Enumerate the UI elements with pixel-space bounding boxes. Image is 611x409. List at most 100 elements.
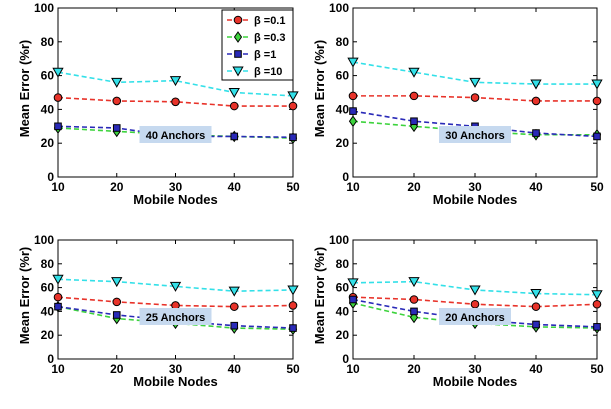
series-line — [57, 305, 294, 329]
legend-marker — [234, 50, 242, 58]
data-point — [287, 91, 299, 102]
y-tick-label: 20 — [336, 136, 350, 150]
series-triangle-down — [347, 277, 603, 301]
legend-marker — [232, 66, 244, 77]
x-axis-label: Mobile Nodes — [133, 374, 218, 389]
anchor-count-label: 40 Anchors — [146, 130, 206, 142]
data-point — [112, 297, 122, 307]
series-circle — [348, 91, 602, 106]
x-tick-label: 10 — [51, 180, 65, 194]
data-point — [469, 285, 481, 296]
data-point — [531, 96, 541, 106]
x-tick-label: 20 — [110, 180, 124, 194]
series-line — [57, 125, 294, 139]
x-tick-label: 30 — [468, 180, 482, 194]
y-tick-label: 0 — [47, 170, 54, 184]
y-tick-label: 60 — [41, 281, 55, 295]
anchor-count-label: 20 Anchors — [445, 312, 505, 324]
y-tick-label: 60 — [336, 69, 350, 83]
y-tick-label: 80 — [336, 257, 350, 271]
y-tick-label: 100 — [329, 233, 349, 247]
x-tick-label: 10 — [346, 180, 360, 194]
y-tick-label: 100 — [34, 233, 54, 247]
x-tick-label: 20 — [110, 362, 124, 376]
series-line — [57, 96, 293, 107]
x-tick-label: 50 — [590, 362, 604, 376]
x-tick-label: 30 — [468, 362, 482, 376]
y-tick-label: 20 — [336, 328, 350, 342]
data-point — [348, 91, 358, 101]
anchor-count-label: 30 Anchors — [445, 130, 505, 142]
data-point — [288, 101, 298, 111]
data-point — [228, 88, 240, 99]
data-point — [593, 132, 601, 141]
data-point — [347, 278, 359, 289]
data-point — [53, 292, 63, 302]
data-point — [410, 307, 418, 316]
y-tick-label: 80 — [336, 35, 350, 49]
data-point — [592, 299, 602, 309]
y-tick-label: 80 — [41, 35, 55, 49]
data-point — [530, 289, 542, 300]
y-tick-label: 20 — [41, 328, 55, 342]
y-tick-label: 60 — [336, 281, 350, 295]
data-point — [530, 79, 542, 90]
plot-frame — [352, 7, 598, 178]
data-point — [111, 277, 123, 288]
y-tick-label: 40 — [41, 304, 55, 318]
data-point — [408, 67, 420, 78]
data-point — [591, 290, 603, 301]
x-tick-label: 10 — [346, 362, 360, 376]
chart-panel-4: 10 20 30 40 50 0 20 40 60 80 100 Mobile Nodes Mean E… — [312, 233, 604, 389]
data-point — [409, 91, 419, 101]
x-tick-label: 20 — [407, 180, 421, 194]
y-tick-label: 40 — [336, 304, 350, 318]
x-tick-label: 40 — [529, 180, 543, 194]
y-axis-label: Mean Error (%r) — [17, 247, 32, 345]
x-tick-label: 30 — [169, 362, 183, 376]
data-point — [469, 77, 481, 88]
data-point — [470, 299, 480, 309]
x-tick-label: 40 — [529, 362, 543, 376]
series-triangle-down — [347, 57, 603, 90]
anchor-count-label: 25 Anchors — [146, 312, 206, 324]
legend-label: β =0.3 — [254, 32, 286, 44]
data-point — [54, 302, 62, 311]
x-tick-label: 50 — [286, 180, 300, 194]
data-point — [409, 295, 419, 304]
data-point — [287, 285, 299, 296]
data-point — [230, 132, 239, 141]
y-axis-label: Mean Error (%r) — [312, 247, 327, 345]
data-point — [54, 122, 62, 131]
series-circle — [348, 292, 602, 311]
legend-marker — [233, 31, 243, 43]
legend-label: β =1 — [254, 49, 276, 61]
x-axis-label: Mobile Nodes — [433, 192, 518, 207]
x-tick-label: 40 — [228, 362, 242, 376]
y-tick-label: 60 — [41, 69, 55, 83]
anchor-label-box — [439, 126, 511, 143]
y-tick-label: 40 — [336, 102, 350, 116]
data-point — [288, 301, 298, 310]
y-tick-label: 100 — [329, 1, 349, 15]
y-axis-label: Mean Error (%r) — [17, 40, 32, 138]
data-point — [347, 57, 359, 68]
y-tick-label: 40 — [41, 102, 55, 116]
legend-marker — [233, 15, 243, 25]
data-point — [112, 124, 121, 132]
series-triangle-down — [52, 67, 299, 102]
plot-frame — [352, 239, 598, 360]
series-triangle-down — [52, 274, 299, 297]
data-point — [53, 93, 63, 102]
x-tick-label: 50 — [590, 180, 604, 194]
x-tick-label: 20 — [407, 362, 421, 376]
data-point — [52, 67, 64, 78]
y-tick-label: 0 — [47, 352, 54, 366]
data-point — [171, 97, 180, 107]
chart-panel-2: 10 20 30 40 50 0 20 40 60 80 100 Mobile Nodes Mean E… — [312, 1, 604, 207]
data-point — [349, 107, 357, 115]
data-point — [112, 96, 122, 106]
x-tick-label: 10 — [51, 362, 65, 376]
legend-label: β =10 — [254, 66, 282, 78]
